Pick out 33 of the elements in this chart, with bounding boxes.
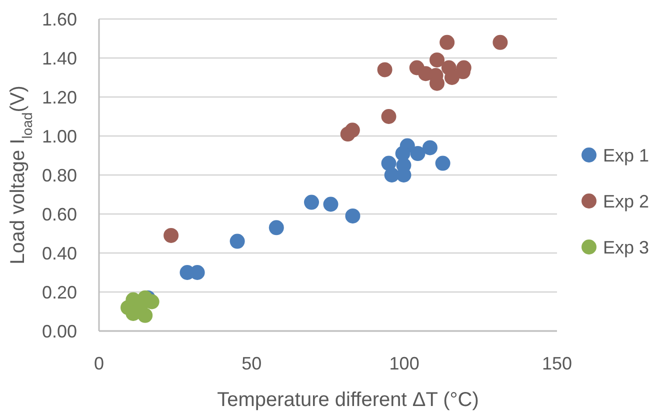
point <box>230 234 245 249</box>
y-tick-label: 0.60 <box>42 204 77 224</box>
point <box>304 194 320 210</box>
x-axis-title: Temperature different ΔT (°C) <box>217 389 479 411</box>
legend-label: Exp 3 <box>603 237 650 258</box>
y-tick-label: 0.80 <box>42 165 77 186</box>
y-tick-label: 1.00 <box>42 126 77 146</box>
point <box>164 228 179 243</box>
point <box>345 208 360 224</box>
point <box>410 146 426 162</box>
x-tick-label: 0 <box>94 353 104 374</box>
y-tick-label: 0.00 <box>42 321 77 342</box>
y-tick-label: 0.40 <box>42 243 77 264</box>
y-tick-label: 1.60 <box>42 9 77 30</box>
y-tick-label: 0.20 <box>42 282 77 302</box>
y-tick-label: 1.40 <box>42 48 77 68</box>
x-tick-label: 50 <box>242 353 262 374</box>
y-tick-label: 1.20 <box>42 87 77 108</box>
point <box>422 140 438 156</box>
legend-label: Exp 1 <box>603 145 650 166</box>
legend-label: Exp 2 <box>603 191 650 212</box>
point <box>268 220 284 236</box>
point <box>435 156 450 171</box>
point <box>444 70 460 85</box>
point <box>430 52 445 68</box>
point <box>344 122 360 138</box>
point <box>377 62 392 78</box>
point <box>440 34 455 50</box>
point <box>492 34 508 50</box>
point <box>323 196 338 212</box>
x-tick-label: 150 <box>542 353 572 374</box>
point <box>381 109 396 124</box>
x-tick-label: 100 <box>389 353 420 374</box>
